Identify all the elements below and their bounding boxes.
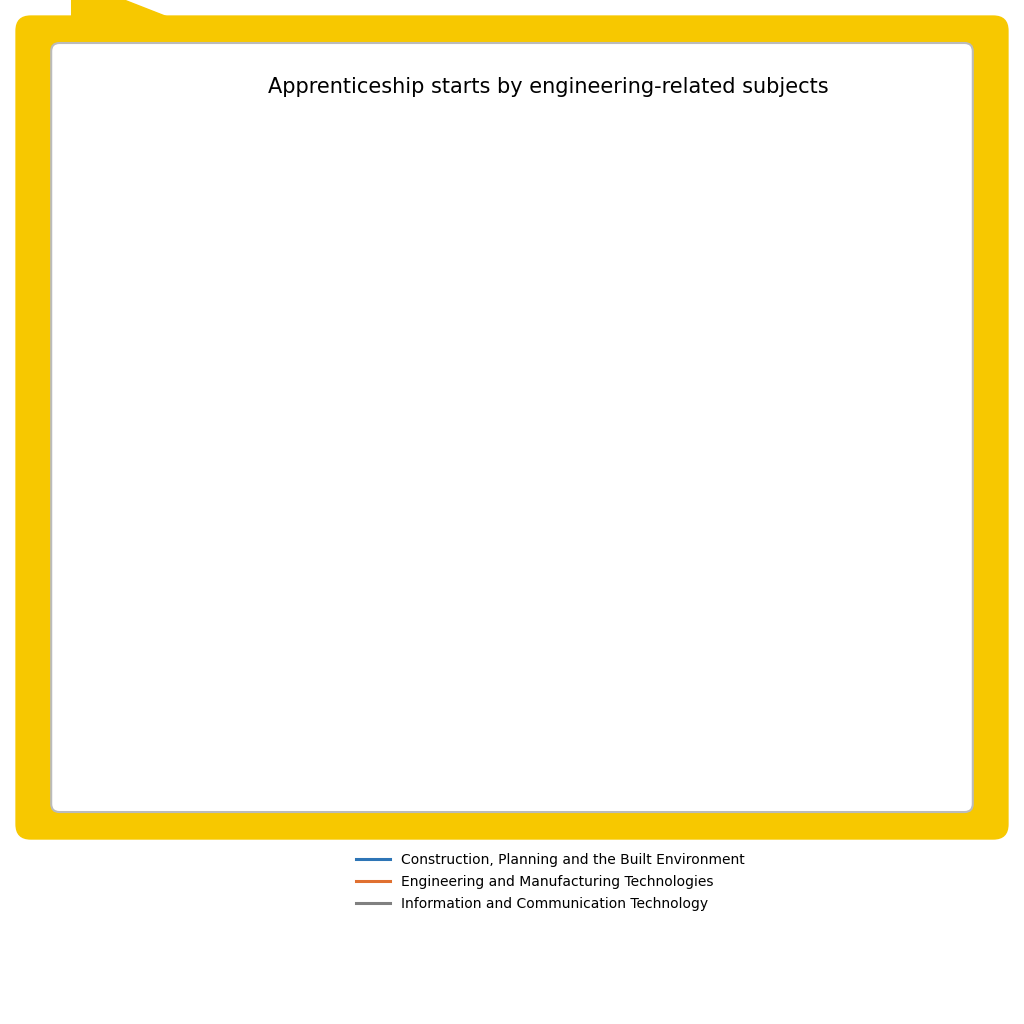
Text: 59,970: 59,970 [402, 255, 443, 267]
Text: 75,020: 75,020 [148, 146, 189, 160]
Text: 39,510: 39,510 [657, 450, 698, 463]
Text: 18,230: 18,230 [530, 601, 570, 614]
Text: 49,060: 49,060 [784, 333, 825, 346]
Text: 22,660: 22,660 [275, 523, 316, 537]
Text: 21,210: 21,210 [148, 534, 189, 547]
Text: 25,100: 25,100 [911, 506, 952, 519]
Legend: Construction, Planning and the Built Environment, Engineering and Manufacturing : Construction, Planning and the Built Env… [355, 853, 745, 911]
Text: 61,400: 61,400 [275, 245, 316, 257]
Text: 18,400: 18,400 [657, 600, 698, 612]
Text: 21,110: 21,110 [402, 581, 443, 594]
Text: 22,530: 22,530 [402, 524, 443, 538]
Text: 26,060: 26,060 [784, 499, 825, 512]
Text: 18,480: 18,480 [275, 599, 316, 612]
Text: 19,960: 19,960 [657, 590, 698, 603]
Text: 45,970: 45,970 [911, 355, 952, 368]
Text: 22,820: 22,820 [784, 568, 825, 582]
Text: 15,470: 15,470 [148, 621, 189, 634]
Text: 21,920: 21,920 [529, 528, 571, 542]
Text: Apprenticeship starts by engineering-related subjects: Apprenticeship starts by engineering-rel… [267, 77, 828, 97]
Text: 52,000: 52,000 [530, 311, 570, 325]
Text: 24,530: 24,530 [911, 510, 952, 523]
